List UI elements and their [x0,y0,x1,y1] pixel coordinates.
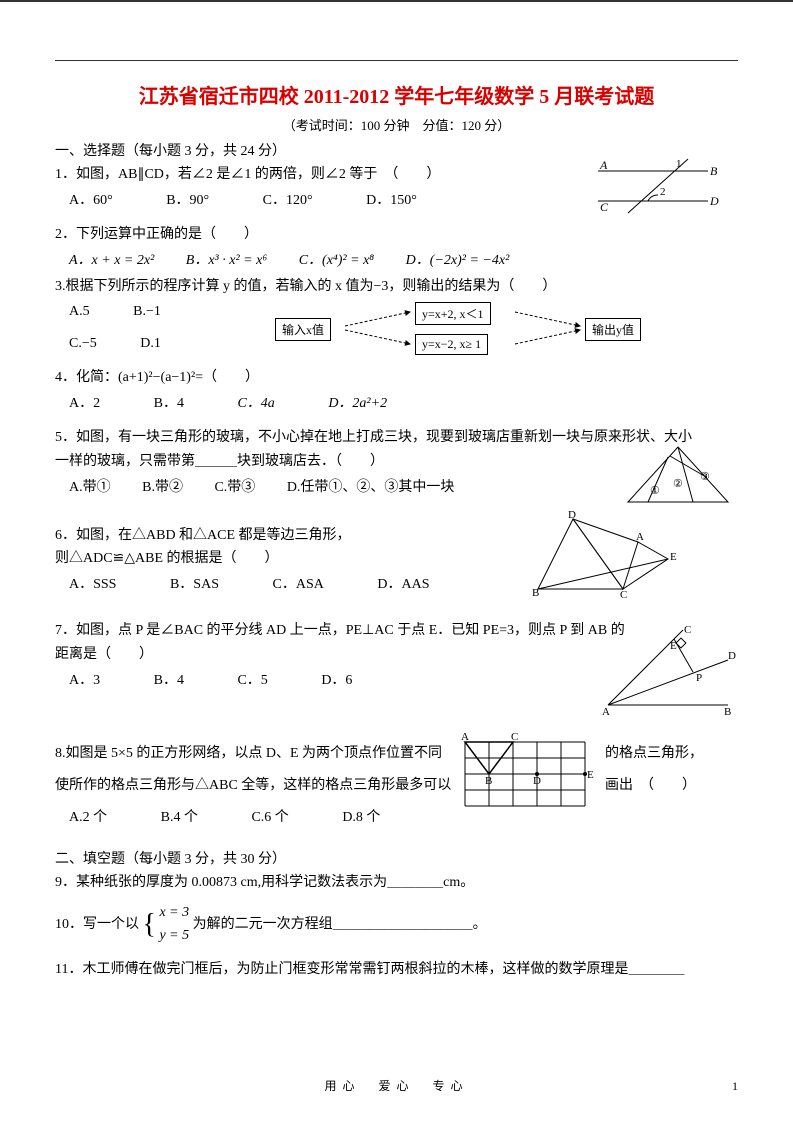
q7-figure: A B C D E P [598,625,738,724]
q4-opts: A．2 B．4 C．4a D．2a²+2 [69,392,738,412]
lbl-D: D [709,194,719,208]
q8: 8.如图是 5×5 的正方形网络，以点 D、E 为两个顶点作位置不同 的格点三角… [55,742,738,829]
q6A: A [636,531,644,543]
q8A: A [461,731,469,743]
q7E: E [670,640,677,652]
q2-C: C．(x⁴)² = x⁸ [299,249,374,269]
q4-B: B．4 [154,392,184,412]
q6-B: B．SAS [170,573,219,597]
page-number: 1 [732,1079,738,1094]
q2-D: D．(−2x)² = −4x² [406,249,510,269]
q3-C: C.−5 [69,336,97,352]
q6-figure: A B C D E [528,514,678,608]
q8-figure: A B C D E [455,732,595,831]
q6D: D [568,509,576,521]
q3-opts: A.5 B.−1 C.−5 D.1 [69,304,189,352]
q10-eq1: x = 3 [159,905,189,920]
q1-B: B．90° [166,189,209,209]
p1: ① [650,485,660,497]
q10-eq2: y = 5 [159,928,189,943]
q4-A: A．2 [69,392,100,412]
q7-D: D．6 [321,669,352,693]
q4-C: C．4a [237,392,274,412]
q8-A: A.2 个 [69,806,107,830]
lbl-1: 1 [676,158,682,170]
q3: 3.根据下列所示的程序计算 y 的值，若输入的 x 值为−3，则输出的结果为（ … [55,275,738,299]
lbl-B: B [710,164,718,178]
q2-text: 2．下列运算中正确的是（ ） [55,227,258,242]
q8-text1a: 8.如图是 5×5 的正方形网络，以点 D、E 为两个顶点作位置不同 [55,742,455,766]
q7P: P [696,672,702,684]
q7D: D [728,650,736,662]
q7A: A [602,706,610,718]
q1: 1．如图，AB∥CD，若∠2 是∠1 的两倍，则∠2 等于 （ ） A B C … [55,163,738,187]
q5-B: B.带② [142,476,183,500]
q8B: B [485,775,492,787]
q6E: E [670,551,677,563]
q1-figure: A B C D 1 2 [588,157,738,226]
subtitle: （考试时间：100 分钟 分值：120 分） [55,115,738,134]
q5: 5．如图，有一块三角形的玻璃，不小心掉在地上打成三块，现要到玻璃店重新划一块与原… [55,426,738,499]
q1-D: D．150° [366,189,417,209]
q5-C: C.带③ [214,476,255,500]
q2: 2．下列运算中正确的是（ ） [55,223,738,247]
q6-C: C．ASA [273,573,324,597]
q8C: C [511,731,518,743]
lbl-A: A [599,158,608,172]
q4-D: D．2a²+2 [328,392,387,412]
q3-text: 3.根据下列所示的程序计算 y 的值，若输入的 x 值为−3，则输出的结果为（ … [55,279,556,294]
q4: 4．化简：(a+1)²−(a−1)²=（ ） [55,366,738,390]
q10: 10．写一个以 { x = 3 y = 5 为解的二元一次方程组＿＿＿＿＿＿＿＿… [55,901,738,949]
exam-page: 江苏省宿迁市四校 2011-2012 学年七年级数学 5 月联考试题 （考试时间… [0,0,793,1122]
q1-A: A．60° [69,189,113,209]
q1-text: 1．如图，AB∥CD，若∠2 是∠1 的两倍，则∠2 等于 （ ） [55,167,440,182]
q7-B: B．4 [154,669,184,693]
page-title: 江苏省宿迁市四校 2011-2012 学年七年级数学 5 月联考试题 [55,80,738,109]
q5-figure: ① ② ③ [618,442,738,521]
q8-text1b: 的格点三角形， [605,742,703,766]
q3-D: D.1 [140,336,161,352]
q2-A: A．x + x = 2x² [69,249,154,269]
q8-D: D.8 个 [342,806,380,830]
p2: ② [673,478,683,490]
q1-C: C．120° [263,189,313,209]
q7-C: C．5 [237,669,267,693]
q2-B: B．x³ · x² = x⁶ [186,249,267,269]
footer: 用心 爱心 专心 [0,1077,793,1094]
q7: 7．如图，点 P 是∠BAC 的平分线 AD 上一点，PE⊥AC 于点 E．已知… [55,619,738,692]
q7-A: A．3 [69,669,100,693]
q3-row: A.5 B.−1 C.−5 D.1 输入x值 y=x+2, x＜1 y=x−2,… [55,300,738,356]
q8-text2a: 使所作的格点三角形与△ABC 全等，这样的格点三角形最多可以 [55,774,455,798]
q11: 11．木工师傅在做完门框后，为防止门框变形常常需钉两根斜拉的木棒，这样做的数学原… [55,958,738,982]
q10-post: 为解的二元一次方程组＿＿＿＿＿＿＿＿＿＿。 [193,917,487,932]
q7B: B [724,706,731,718]
section-2-head: 二、填空题（每小题 3 分，共 30 分） [55,848,738,868]
q6-A: A．SSS [69,573,116,597]
q8-B: B.4 个 [161,806,198,830]
top-rule [55,60,738,61]
brace-icon: { [143,909,156,940]
q8E: E [587,769,594,781]
q9: 9．某种纸张的厚度为 0.00873 cm,用科学记数法表示为＿＿＿＿cm。 [55,871,738,895]
lbl-C: C [600,200,609,214]
q8-text2b: 画出 （ ） [605,774,696,798]
q5-A: A.带① [69,476,111,500]
q6C: C [620,589,627,601]
q10-pre: 10．写一个以 [55,917,139,932]
q7C: C [684,624,691,636]
flow-arrows [265,300,665,356]
q5-D: D.任带①、②、③其中一块 [287,476,455,500]
lbl-2: 2 [660,186,666,198]
q4-text: 4．化简：(a+1)²−(a−1)²=（ ） [55,370,259,385]
q8D: D [533,775,541,787]
q8-opts: A.2 个 B.4 个 C.6 个 D.8 个 [69,806,738,830]
q6B: B [532,587,539,599]
q6: 6．如图，在△ABD 和△ACE 都是等边三角形， 则△ADC≌△ABE 的根据… [55,524,738,597]
q3-A: A.5 [69,304,90,320]
q8-C: C.6 个 [251,806,288,830]
p3: ③ [700,471,710,483]
q6-D: D．AAS [377,573,429,597]
q2-opts: A．x + x = 2x² B．x³ · x² = x⁶ C．(x⁴)² = x… [69,249,738,269]
q3-B: B.−1 [133,304,161,320]
